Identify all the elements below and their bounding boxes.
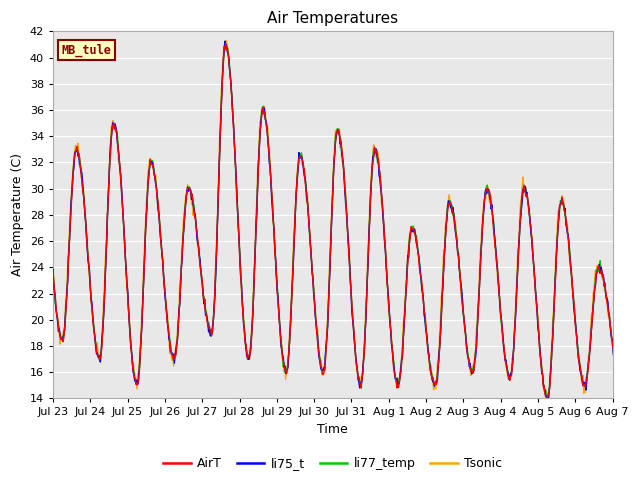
Tsonic [230, 120, 237, 125]
X-axis label: Time: Time [317, 423, 348, 436]
AirT [414, 250, 422, 256]
li75_t [447, 205, 455, 211]
AirT [543, 396, 550, 401]
AirT [282, 368, 289, 373]
li77_temp [119, 212, 127, 218]
Tsonic [119, 209, 127, 215]
Line: li77_temp: li77_temp [53, 44, 640, 398]
Tsonic [543, 395, 551, 400]
Line: AirT: AirT [53, 43, 640, 398]
AirT [447, 203, 455, 208]
li77_temp [282, 370, 289, 375]
AirT [230, 125, 237, 131]
li75_t [230, 122, 237, 128]
li77_temp [543, 396, 551, 401]
li75_t [259, 108, 267, 113]
li75_t [221, 38, 229, 44]
li77_temp [414, 247, 422, 253]
Text: MB_tule: MB_tule [61, 44, 111, 57]
li75_t [49, 266, 57, 272]
AirT [222, 40, 230, 46]
Line: li75_t: li75_t [53, 41, 640, 398]
Y-axis label: Air Temperature (C): Air Temperature (C) [11, 154, 24, 276]
li77_temp [259, 104, 267, 109]
li77_temp [230, 122, 237, 128]
Tsonic [259, 104, 267, 110]
Tsonic [282, 376, 289, 382]
li77_temp [49, 266, 57, 272]
Tsonic [447, 205, 455, 211]
li75_t [119, 211, 127, 216]
AirT [49, 270, 57, 276]
Line: Tsonic: Tsonic [53, 41, 640, 397]
Tsonic [414, 250, 422, 255]
li77_temp [223, 41, 230, 47]
Tsonic [223, 38, 230, 44]
li75_t [543, 396, 551, 401]
Title: Air Temperatures: Air Temperatures [268, 11, 398, 26]
li77_temp [447, 204, 455, 210]
Tsonic [49, 272, 57, 277]
li75_t [282, 371, 289, 376]
AirT [119, 212, 127, 218]
AirT [259, 105, 267, 110]
li75_t [414, 250, 422, 255]
Legend: AirT, li75_t, li77_temp, Tsonic: AirT, li75_t, li77_temp, Tsonic [158, 452, 508, 475]
